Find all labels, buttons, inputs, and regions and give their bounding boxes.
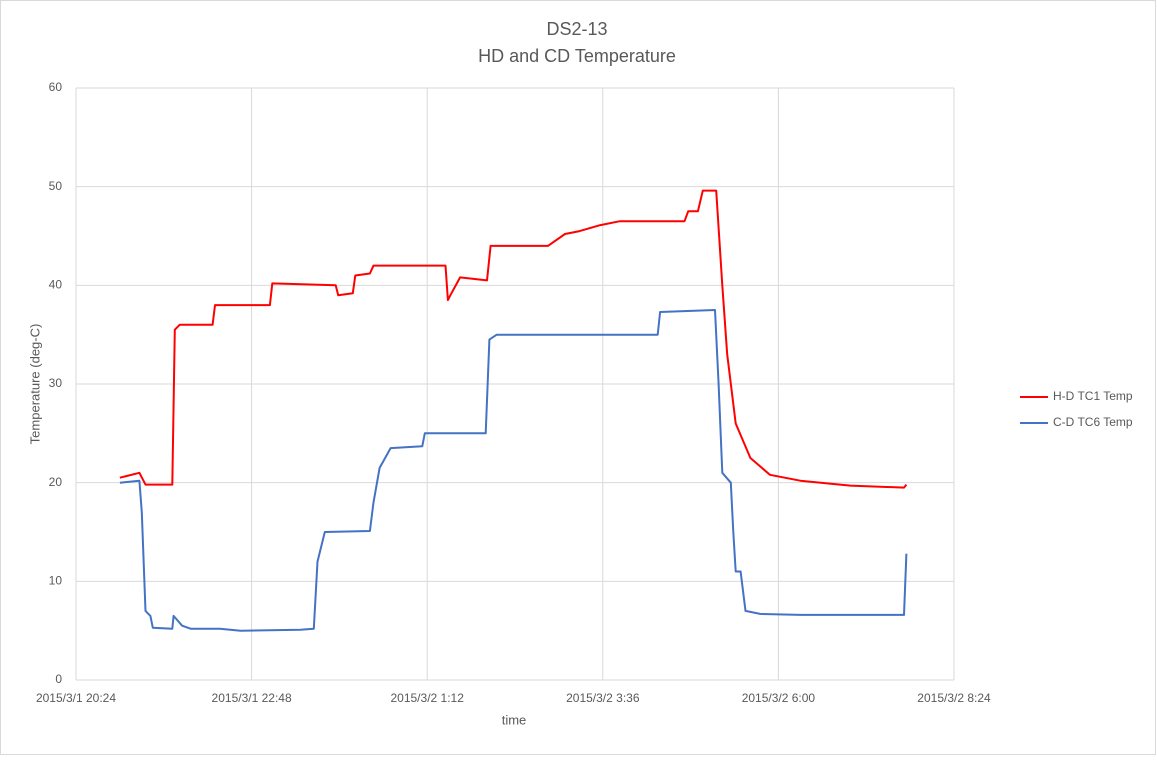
x-tick-label: 2015/3/1 22:48 (212, 691, 292, 705)
legend-label: C-D TC6 Temp (1053, 415, 1133, 429)
y-tick-label: 30 (49, 376, 63, 390)
x-tick-label: 2015/3/2 3:36 (566, 691, 640, 705)
y-tick-label: 40 (49, 278, 63, 292)
x-axis-label: time (502, 712, 527, 727)
chart-title: DS2-13 (546, 19, 607, 39)
y-tick-label: 10 (49, 574, 63, 588)
chart-subtitle: HD and CD Temperature (478, 46, 676, 66)
legend-label: H-D TC1 Temp (1053, 389, 1133, 403)
y-tick-label: 60 (49, 80, 63, 94)
y-tick-label: 0 (55, 672, 62, 686)
x-tick-label: 2015/3/2 6:00 (742, 691, 816, 705)
x-tick-label: 2015/3/1 20:24 (36, 691, 116, 705)
y-tick-label: 20 (49, 475, 63, 489)
data-line (119, 309, 908, 632)
y-tick-label: 50 (49, 179, 63, 193)
data-line (119, 189, 908, 489)
y-axis-label: Temperature (deg-C) (27, 324, 42, 445)
x-tick-label: 2015/3/2 8:24 (917, 691, 991, 705)
x-tick-label: 2015/3/2 1:12 (390, 691, 464, 705)
